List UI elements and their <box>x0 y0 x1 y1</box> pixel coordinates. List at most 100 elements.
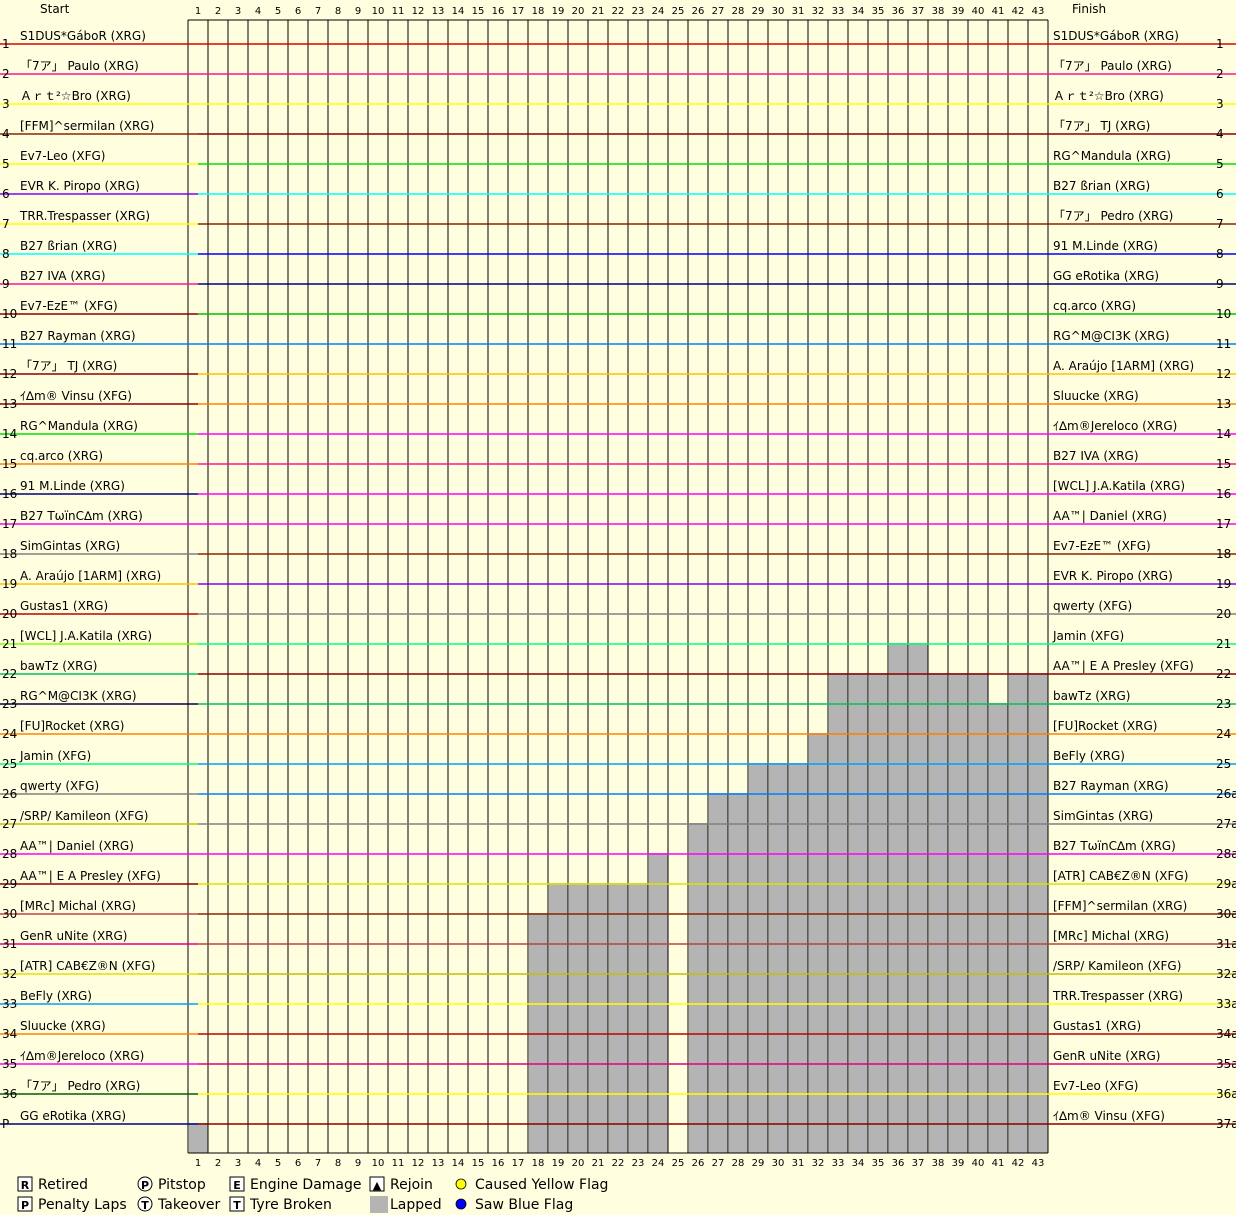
start-driver-name: SimGintas (XRG) <box>20 539 120 553</box>
lap-number-bottom: 10 <box>372 1158 385 1169</box>
lap-number-bottom: 36 <box>892 1158 905 1169</box>
lap-number-top: 21 <box>592 6 605 17</box>
finish-position-number: 8 <box>1216 247 1224 261</box>
start-position-number: 12 <box>2 367 17 381</box>
lap-number-bottom: 13 <box>432 1158 445 1169</box>
lapped-bar <box>869 673 888 1153</box>
lapped-bar <box>529 913 548 1153</box>
lapped-bar <box>789 763 808 1153</box>
lap-number-top: 3 <box>235 6 241 17</box>
start-driver-name: [FFM]^sermilan (XRG) <box>20 119 154 133</box>
lapped-bar <box>949 673 968 1153</box>
finish-position-number: 31a <box>1216 937 1236 951</box>
finish-position-number: 9 <box>1216 277 1224 291</box>
lap-number-bottom: 41 <box>992 1158 1005 1169</box>
finish-position-number: 19 <box>1216 577 1231 591</box>
legend-symbol: T <box>233 1199 241 1212</box>
start-driver-name: RG^Mandula (XRG) <box>20 419 138 433</box>
lap-number-top: 12 <box>412 6 425 17</box>
legend-symbol-box <box>17 1196 33 1212</box>
lap-number-top: 40 <box>972 6 985 17</box>
start-driver-name: Jamin (XFG) <box>19 749 91 763</box>
finish-driver-name: qwerty (XFG) <box>1053 599 1132 613</box>
finish-position-number: 11 <box>1216 337 1231 351</box>
start-position-number: 8 <box>2 247 10 261</box>
start-driver-name: GenR uNite (XRG) <box>20 929 127 943</box>
start-driver-name: cq.arco (XRG) <box>20 449 103 463</box>
start-position-number: 27 <box>2 817 17 831</box>
lapped-bar <box>549 883 568 1153</box>
lap-number-top: 13 <box>432 6 445 17</box>
lap-number-bottom: 32 <box>812 1158 825 1169</box>
finish-driver-name: RG^M@CI3K (XRG) <box>1053 329 1170 343</box>
lap-number-top: 29 <box>752 6 765 17</box>
lap-number-bottom: 25 <box>672 1158 685 1169</box>
finish-position-number: 26a <box>1216 787 1236 801</box>
finish-position-number: 37a <box>1216 1117 1236 1131</box>
lapped-bar <box>629 883 648 1153</box>
legend-symbol: P <box>141 1179 149 1192</box>
lap-number-bottom: 2 <box>215 1158 221 1169</box>
lap-number-bottom: 35 <box>872 1158 885 1169</box>
start-driver-name: B27 TωïnC∆m (XRG) <box>20 509 143 523</box>
lap-number-bottom: 22 <box>612 1158 625 1169</box>
lap-number-top: 33 <box>832 6 845 17</box>
lap-number-top: 27 <box>712 6 725 17</box>
finish-position-number: 17 <box>1216 517 1231 531</box>
lap-number-bottom: 43 <box>1032 1158 1045 1169</box>
lap-number-top: 25 <box>672 6 685 17</box>
finish-driver-name: ｲ∆m®Jereloco (XRG) <box>1053 419 1177 433</box>
lap-number-top: 18 <box>532 6 545 17</box>
lap-number-top: 14 <box>452 6 465 17</box>
start-driver-name: Sluucke (XRG) <box>20 1019 106 1033</box>
finish-driver-name: B27 IVA (XRG) <box>1053 449 1139 463</box>
start-position-number: 21 <box>2 637 17 651</box>
start-position-number: 20 <box>2 607 17 621</box>
lap-number-top: 28 <box>732 6 745 17</box>
legend-label: Saw Blue Flag <box>475 1197 573 1213</box>
start-position-number: 15 <box>2 457 17 471</box>
lapped-bar <box>909 643 928 1153</box>
finish-driver-name: ｲ∆m® Vinsu (XFG) <box>1053 1109 1165 1123</box>
finish-driver-name: [FU]Rocket (XRG) <box>1053 719 1157 733</box>
finish-driver-name: B27 TωïnC∆m (XRG) <box>1053 839 1176 853</box>
finish-driver-name: RG^Mandula (XRG) <box>1053 149 1171 163</box>
lap-number-top: 34 <box>852 6 865 17</box>
start-position-number: 35 <box>2 1057 17 1071</box>
start-position-number: 31 <box>2 937 17 951</box>
lap-number-bottom: 28 <box>732 1158 745 1169</box>
start-position-number: 24 <box>2 727 17 741</box>
lap-number-top: 37 <box>912 6 925 17</box>
lapped-bar <box>829 673 848 1153</box>
start-driver-name: /SRP/ Kamileon (XFG) <box>20 809 148 823</box>
legend-symbol-box <box>137 1196 153 1212</box>
start-driver-name: 「7ア」 TJ (XRG) <box>20 359 117 373</box>
start-position-number: 34 <box>2 1027 17 1041</box>
lap-number-top: 39 <box>952 6 965 17</box>
lapped-bar <box>989 703 1008 1153</box>
lapped-bar <box>569 883 588 1153</box>
finish-position-number: 1 <box>1216 37 1224 51</box>
legend-label: Caused Yellow Flag <box>475 1177 608 1193</box>
lap-number-bottom: 34 <box>852 1158 865 1169</box>
lap-number-top: 5 <box>275 6 281 17</box>
lap-number-top: 41 <box>992 6 1005 17</box>
finish-driver-name: Sluucke (XRG) <box>1053 389 1139 403</box>
legend-symbol-box <box>229 1176 245 1192</box>
finish-position-number: 32a <box>1216 967 1236 981</box>
lap-number-top: 36 <box>892 6 905 17</box>
legend-symbol-box <box>137 1176 153 1192</box>
finish-driver-name: S1DUS*GáboR (XRG) <box>1053 29 1179 43</box>
lap-number-top: 15 <box>472 6 485 17</box>
lap-number-bottom: 37 <box>912 1158 925 1169</box>
finish-position-number: 24 <box>1216 727 1231 741</box>
start-driver-name: [WCL] J.A.Katila (XRG) <box>20 629 152 643</box>
lapped-bar <box>649 853 668 1153</box>
legend-label: Retired <box>38 1177 88 1193</box>
lap-number-top: 17 <box>512 6 525 17</box>
lap-number-bottom: 16 <box>492 1158 505 1169</box>
finish-position-number: 4 <box>1216 127 1224 141</box>
finish-driver-name: 「7ア」 TJ (XRG) <box>1053 119 1150 133</box>
lap-number-bottom: 18 <box>532 1158 545 1169</box>
lap-number-top: 30 <box>772 6 785 17</box>
